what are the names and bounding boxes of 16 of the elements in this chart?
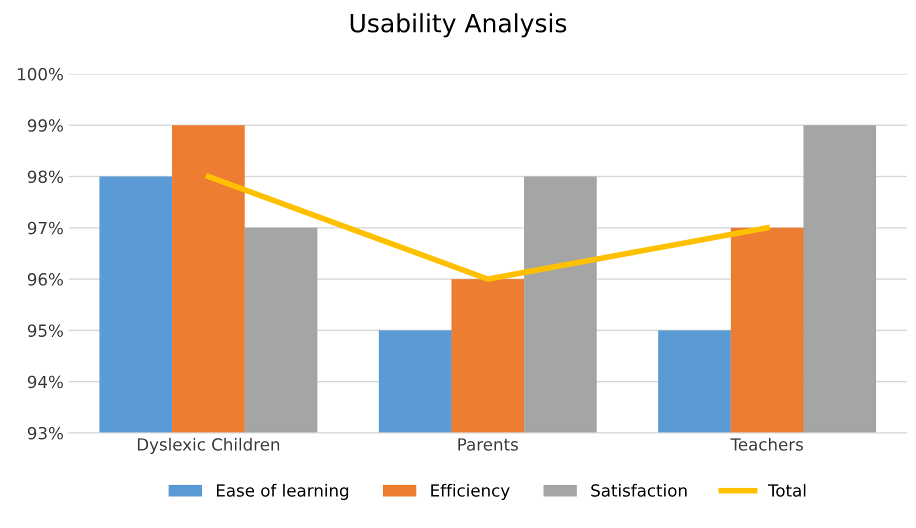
legend-label: Satisfaction bbox=[591, 484, 687, 497]
y-tick-label: 100% bbox=[18, 68, 63, 80]
y-tick-label: 94% bbox=[28, 376, 63, 388]
legend-label: Total bbox=[768, 484, 806, 497]
y-tick-label: 99% bbox=[28, 119, 63, 132]
x-tick-label: Parents bbox=[458, 438, 518, 451]
x-tick-label: Teachers bbox=[730, 438, 803, 451]
y-tick-label: 95% bbox=[28, 324, 63, 337]
x-tick-label: Dyslexic Children bbox=[138, 438, 280, 454]
y-tick-label: 97% bbox=[28, 222, 63, 234]
y-tick-label: 93% bbox=[28, 426, 63, 440]
legend-label: Ease of learning bbox=[216, 484, 348, 500]
chart-title: Usability Analysis bbox=[350, 13, 566, 38]
legend-label: Efficiency bbox=[431, 484, 510, 500]
y-tick-label: 96% bbox=[28, 273, 63, 286]
y-tick-label: 98% bbox=[28, 170, 63, 184]
